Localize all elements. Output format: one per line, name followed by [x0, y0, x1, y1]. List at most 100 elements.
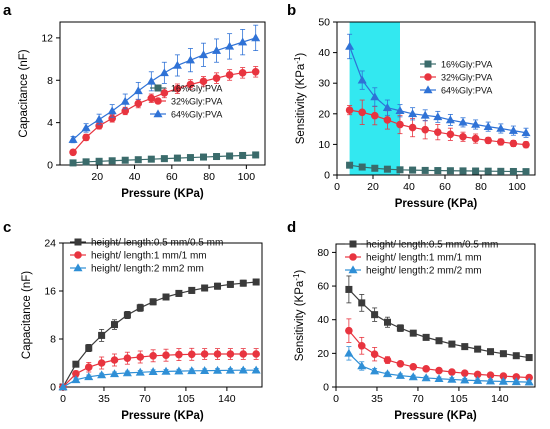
- data-point: [397, 167, 403, 173]
- data-point: [397, 360, 404, 367]
- data-point: [188, 351, 195, 358]
- legend-marker: [350, 241, 356, 247]
- data-point: [436, 367, 443, 374]
- data-point: [410, 330, 416, 336]
- data-point: [150, 352, 157, 359]
- y-tick-label: 30: [318, 78, 330, 90]
- y-tick-label: 80: [317, 247, 329, 259]
- x-tick-label: 105: [450, 393, 468, 405]
- data-point: [175, 351, 182, 358]
- legend: 16%Gly:PVA 32%Gly:PVA 64%Gly:PVA: [420, 60, 492, 96]
- data-point: [95, 115, 103, 122]
- legend-marker: [75, 252, 82, 259]
- data-point: [384, 166, 390, 172]
- data-point: [436, 338, 442, 344]
- data-point: [135, 100, 142, 107]
- data-point: [474, 346, 480, 352]
- series-line: [73, 72, 256, 153]
- data-point: [239, 152, 245, 158]
- data-point: [435, 167, 441, 173]
- chart-panel-a: a 20 40 60 80 100 0 4 8 12 Pressure (KPa) Capacitan…: [3, 2, 265, 200]
- data-point: [85, 364, 92, 371]
- data-point: [513, 353, 519, 359]
- data-point: [174, 155, 180, 161]
- y-tick-label: 0: [50, 382, 56, 394]
- legend-marker: [425, 61, 431, 67]
- y-axis-label: Capacitance (nF): [18, 49, 30, 137]
- legend-label: 16%Gly:PVA: [171, 84, 222, 94]
- y-tick-label: 4: [47, 117, 53, 129]
- data-point: [239, 69, 246, 76]
- data-point: [384, 357, 391, 364]
- data-point: [200, 154, 206, 160]
- legend-marker: [350, 254, 357, 261]
- x-tick-label: 35: [371, 393, 383, 405]
- data-point: [498, 168, 504, 174]
- x-tick-label: 105: [177, 393, 195, 405]
- y-tick-label: 40: [318, 47, 330, 59]
- data-point: [523, 141, 530, 148]
- data-point: [108, 107, 116, 114]
- panel-letter: a: [3, 2, 12, 19]
- data-point: [240, 351, 247, 358]
- data-point: [134, 87, 142, 94]
- data-point: [359, 164, 365, 170]
- x-axis-label: Pressure (KPa): [121, 188, 204, 200]
- data-point: [485, 137, 492, 144]
- data-point: [124, 355, 131, 362]
- data-point: [252, 152, 258, 158]
- data-point: [409, 167, 415, 173]
- x-tick-label: 100: [238, 171, 256, 183]
- legend: height/ length:0.5 mm/0.5 mmheight/ leng…: [345, 240, 498, 277]
- y-tick-label: 0: [323, 382, 329, 394]
- data-point: [189, 287, 195, 293]
- legend-marker: [155, 98, 162, 105]
- data-point: [213, 153, 219, 159]
- panel-letter: c: [3, 219, 11, 236]
- y-tick-label: 24: [44, 238, 56, 250]
- data-point: [176, 290, 182, 296]
- data-point: [226, 153, 232, 159]
- data-point: [397, 325, 403, 331]
- data-point: [371, 351, 378, 358]
- legend-label: 64%Gly:PVA: [441, 86, 492, 96]
- data-point: [487, 348, 493, 354]
- data-point: [497, 138, 504, 145]
- data-point: [161, 155, 167, 161]
- data-point: [122, 157, 128, 163]
- data-point: [460, 168, 466, 174]
- x-tick-label: 20: [367, 181, 379, 193]
- data-point: [472, 168, 478, 174]
- data-point: [460, 133, 467, 140]
- legend-marker: [155, 85, 161, 91]
- data-point: [526, 354, 532, 360]
- data-point: [423, 365, 430, 372]
- legend-label: 32%Gly:PVA: [171, 97, 222, 107]
- data-point: [137, 354, 144, 361]
- data-point: [109, 158, 115, 164]
- data-point: [345, 349, 353, 356]
- data-point: [253, 351, 260, 358]
- data-point: [137, 305, 143, 311]
- panel-letter: b: [287, 2, 296, 19]
- data-point: [147, 77, 155, 84]
- data-point: [187, 154, 193, 160]
- y-tick-label: 12: [41, 32, 53, 44]
- x-axis-label: Pressure (KPa): [395, 198, 478, 210]
- data-point: [252, 34, 260, 41]
- x-tick-label: 60: [439, 181, 451, 193]
- legend-label: 16%Gly:PVA: [441, 60, 492, 70]
- data-point: [70, 160, 76, 166]
- data-point: [422, 167, 428, 173]
- y-tick-label: 60: [317, 281, 329, 293]
- data-point: [214, 283, 220, 289]
- data-point: [358, 342, 365, 349]
- data-point: [83, 159, 89, 165]
- data-point: [227, 281, 233, 287]
- data-point: [214, 351, 221, 358]
- data-point: [359, 109, 366, 116]
- data-point: [423, 334, 429, 340]
- data-point: [372, 165, 378, 171]
- x-axis-label: Pressure (KPa): [394, 410, 477, 422]
- data-point: [409, 124, 416, 131]
